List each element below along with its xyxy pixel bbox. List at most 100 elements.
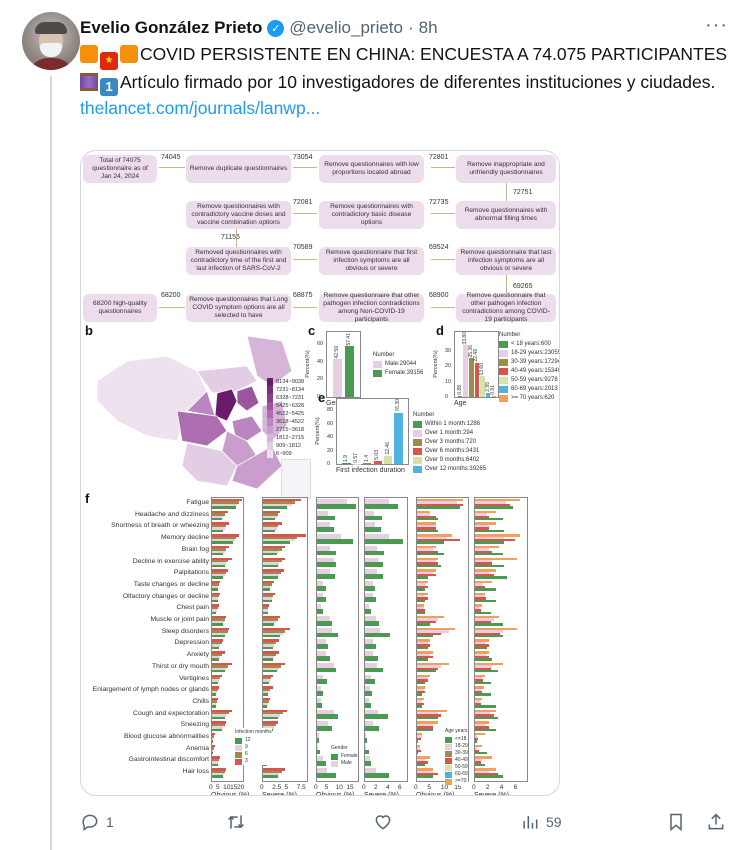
age-bar <box>457 395 463 397</box>
bar-9 <box>212 655 221 659</box>
flow-arrow <box>293 167 317 168</box>
like-button[interactable] <box>373 812 399 832</box>
bar-18-29 <box>475 712 491 715</box>
bar-6 <box>212 688 218 692</box>
tweet-time[interactable]: 8h <box>418 18 438 37</box>
xtick: 5 <box>216 783 220 791</box>
legend-row: Over 6 months:3431 <box>413 447 486 456</box>
xlabel: Obvious (%) <box>211 791 250 796</box>
bar-<=18 <box>475 670 498 673</box>
tweet-actions: 1 59 <box>80 812 730 842</box>
xtick: 0 <box>314 783 318 791</box>
age-xlabel: Age <box>454 400 467 407</box>
keycap-one-emoji-icon: 1 <box>100 78 118 96</box>
bar-6 <box>263 700 269 703</box>
author-handle[interactable]: @evelio_prieto <box>289 18 403 37</box>
legend-row: 30-39 years:17294 <box>499 358 559 367</box>
bar-40-49 <box>475 737 479 741</box>
bar-Female <box>317 655 330 661</box>
bar-9 <box>212 527 225 530</box>
bar-18-29 <box>417 747 420 750</box>
views-button[interactable]: 59 <box>520 812 562 832</box>
age-bar <box>463 345 468 397</box>
panel-letter-e: e <box>318 390 326 405</box>
legend-label: 40-49 <box>455 757 468 763</box>
legend-swatch <box>413 430 422 437</box>
xtick: 6 <box>513 783 518 791</box>
bar->=70 <box>475 627 517 631</box>
bar-Female <box>317 515 336 521</box>
bar-3 <box>263 721 278 724</box>
bar-<=18 <box>475 705 496 708</box>
map-legend-row: 6328~7231 <box>267 394 304 402</box>
legend-swatch <box>445 778 452 785</box>
bar-6 <box>212 700 217 703</box>
flow-arrow <box>431 213 455 214</box>
bar-12 <box>263 611 268 614</box>
bar-6 <box>212 618 225 621</box>
bar-40-49 <box>417 655 434 659</box>
gender-ytick: 40 <box>317 358 324 365</box>
xtick: 0 <box>209 783 213 791</box>
legend-swatch <box>445 771 452 778</box>
share-button[interactable] <box>706 812 726 832</box>
article-link[interactable]: thelancet.com/journals/lanwp... <box>80 98 321 118</box>
bar-3 <box>212 499 242 502</box>
flow-count: 69265 <box>513 283 533 290</box>
bar-12 <box>212 576 224 579</box>
xtick: 0 <box>414 783 418 791</box>
bar-9 <box>263 527 277 530</box>
bar-9 <box>263 772 280 776</box>
tweet-line-2: Artículo firmado por 10 investigadores d… <box>120 72 716 92</box>
bar-18-29 <box>417 770 434 773</box>
legend-label: Male <box>341 760 352 766</box>
more-options-icon[interactable]: ··· <box>705 14 728 36</box>
author-avatar[interactable] <box>22 12 80 70</box>
map-region <box>236 385 260 412</box>
symptom-plot-6 <box>474 497 528 782</box>
bar-Male <box>365 545 377 551</box>
reply-button[interactable]: 1 <box>80 812 114 832</box>
symptom-label: Chest pain <box>176 604 210 612</box>
duration-ytick: 20 <box>327 447 334 454</box>
bar-9 <box>212 503 238 507</box>
legend-swatch <box>267 450 273 458</box>
author-name[interactable]: Evelio González Prieto <box>80 18 263 37</box>
bar-<=18 <box>417 763 426 767</box>
bar-9 <box>212 550 225 554</box>
bar-9 <box>212 702 217 706</box>
xtick: 10 <box>440 783 449 791</box>
retweet-button[interactable] <box>226 812 252 832</box>
bar-40-49 <box>475 691 482 694</box>
tweet-media-figure[interactable]: Total of 74075 questionnaire as of Jan 2… <box>80 150 560 796</box>
bar-Female <box>365 772 389 778</box>
bar-9 <box>212 772 224 776</box>
legend-label: Female:39156 <box>385 370 424 376</box>
symptom-label: Sneezing <box>180 721 209 729</box>
age-plot: 0.88 33.80 25.36 22.49 13.60 2.95 0.91 <box>454 331 499 398</box>
legend-swatch <box>373 370 382 377</box>
bar-18-29 <box>417 665 442 668</box>
bar-<=18 <box>417 705 423 708</box>
bar->=70 <box>417 545 436 549</box>
bookmark-button[interactable] <box>666 812 686 832</box>
bar-9 <box>212 714 227 717</box>
age-legend-row: 50-59 <box>445 764 468 771</box>
bar-Female <box>365 527 382 533</box>
bar->=70 <box>475 674 486 677</box>
xtick: 2 <box>374 783 378 791</box>
orange-square-emoji-icon <box>80 45 98 63</box>
bar-18-29 <box>417 676 428 680</box>
flow-step-box: Remove inappropriate and unfriendly ques… <box>456 155 556 183</box>
bar-40-49 <box>475 527 489 530</box>
bar-6 <box>263 770 282 773</box>
legend-label: 7231~8134 <box>276 387 305 393</box>
bar-12 <box>263 634 281 638</box>
gender-ytick: 0 <box>317 394 321 400</box>
bar->=70 <box>417 709 447 713</box>
flow-step-box: Remove questionnaire that other pathogen… <box>319 292 424 323</box>
bar-Female <box>317 620 333 626</box>
symptom-label: Enlargement of lymph nodes or glands <box>92 686 209 694</box>
bar->=70 <box>475 697 482 701</box>
xtick: 4 <box>386 783 390 791</box>
